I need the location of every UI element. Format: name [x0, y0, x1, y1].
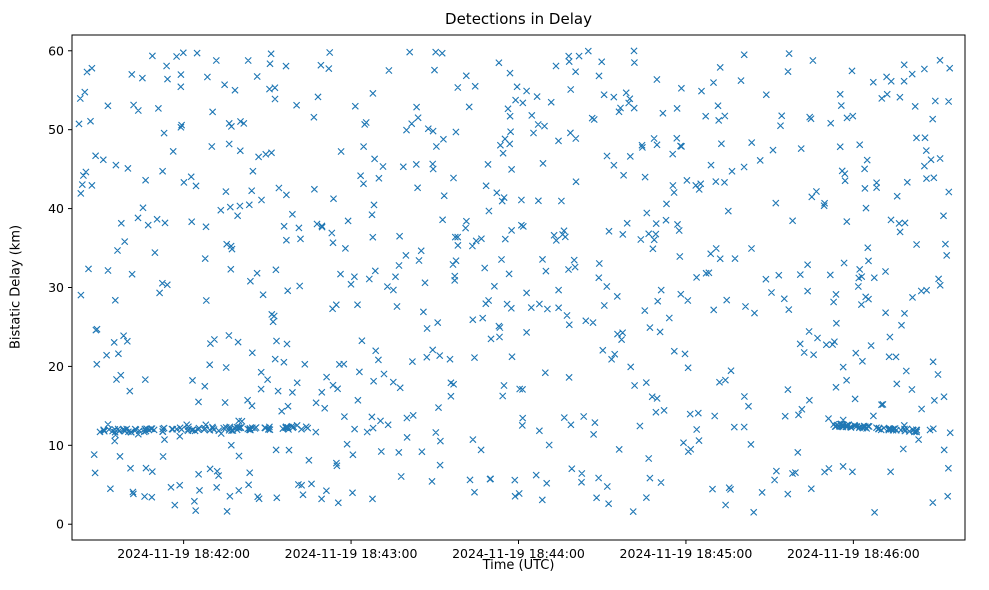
scatter-points	[75, 47, 954, 516]
x-axis-label: Time (UTC)	[482, 558, 555, 573]
y-tick-label: 60	[48, 43, 64, 58]
x-tick-label: 2024-11-19 18:42:00	[117, 546, 250, 561]
x-tick-label: 2024-11-19 18:46:00	[787, 546, 920, 561]
y-tick-label: 40	[48, 201, 64, 216]
track-band-points	[830, 420, 921, 436]
y-tick-label: 30	[48, 280, 64, 295]
y-tick-label: 0	[56, 517, 64, 532]
x-tick-label: 2024-11-19 18:45:00	[620, 546, 753, 561]
axis-frame	[71, 34, 966, 541]
y-tick-label: 50	[48, 122, 64, 137]
x-tick-label: 2024-11-19 18:43:00	[285, 546, 418, 561]
track-band-points	[96, 421, 312, 436]
y-tick-label: 20	[48, 359, 64, 374]
chart-title: Detections in Delay	[445, 10, 592, 28]
x-tick-label: 2024-11-19 18:44:00	[452, 546, 585, 561]
y-tick-label: 10	[48, 438, 64, 453]
